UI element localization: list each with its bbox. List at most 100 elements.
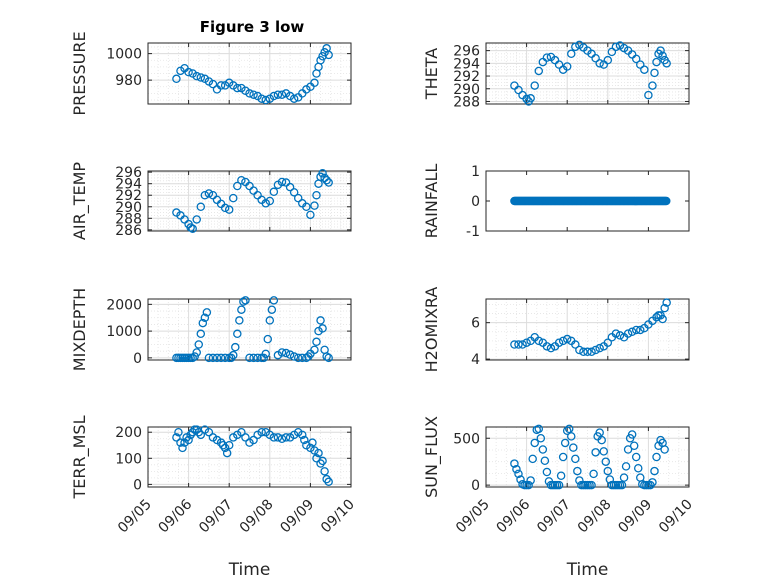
axes-box — [485, 426, 690, 488]
data-point — [619, 473, 629, 482]
data-point — [202, 308, 212, 317]
y-tick-label: 1 — [471, 164, 480, 180]
data-point — [522, 338, 531, 347]
data-point — [222, 448, 232, 458]
data-point — [603, 466, 613, 476]
data-point — [542, 467, 552, 477]
data-point — [514, 340, 523, 349]
data-point — [660, 303, 669, 313]
data-point — [186, 430, 195, 440]
axes-box — [147, 426, 352, 488]
data-point — [644, 90, 653, 100]
data-point — [194, 340, 203, 349]
data-point — [231, 342, 240, 352]
data-point — [611, 42, 621, 52]
data-point — [516, 475, 525, 484]
data-point — [623, 445, 633, 454]
y-tick-label: 286 — [115, 223, 142, 239]
data-point — [320, 467, 329, 476]
data-point — [662, 196, 671, 206]
data-point — [192, 71, 201, 81]
data-point — [631, 54, 641, 64]
data-point — [302, 202, 311, 212]
y-tick-label: 1000 — [106, 324, 142, 340]
data-point — [218, 441, 228, 450]
data-point — [599, 447, 608, 456]
data-point — [318, 456, 327, 466]
y-tick-label: 294 — [115, 177, 142, 193]
data-point — [316, 316, 325, 325]
data-point — [542, 342, 552, 351]
data-point — [233, 329, 242, 339]
data-point — [259, 353, 268, 363]
data-point — [658, 51, 667, 60]
data-point — [526, 476, 535, 485]
data-point — [316, 55, 325, 65]
data-point — [536, 433, 546, 443]
data-point — [583, 347, 592, 357]
data-point — [184, 67, 193, 77]
data-point — [558, 336, 568, 346]
data-point — [314, 448, 323, 458]
data-point — [241, 433, 250, 442]
data-point — [289, 94, 299, 103]
data-point — [293, 193, 303, 203]
data-point — [220, 353, 230, 363]
data-point — [573, 466, 582, 476]
data-point — [224, 441, 234, 450]
data-point — [631, 325, 641, 335]
data-point — [261, 95, 270, 105]
data-point — [514, 469, 523, 479]
data-point — [204, 427, 214, 437]
data-point — [652, 57, 661, 67]
data-point — [589, 469, 598, 479]
y-tick-label: 290 — [115, 200, 142, 216]
data-point — [627, 430, 637, 439]
axes-box — [147, 170, 352, 232]
data-point — [595, 59, 604, 68]
data-point — [245, 353, 254, 363]
y-tick-label: 0 — [471, 194, 480, 210]
data-point — [528, 454, 537, 464]
axes-box — [485, 42, 690, 105]
data-point — [322, 175, 331, 185]
data-point — [269, 296, 279, 305]
data-point — [629, 441, 639, 450]
data-point — [564, 424, 574, 434]
y-tick-label: 288 — [453, 94, 480, 110]
data-point — [267, 305, 277, 314]
data-point — [273, 433, 283, 442]
data-point — [289, 188, 299, 197]
data-point — [224, 205, 234, 214]
data-point — [277, 177, 287, 187]
data-point — [245, 89, 254, 98]
y-tick-label: 2000 — [106, 297, 142, 313]
data-point — [662, 59, 671, 68]
data-point — [204, 353, 214, 363]
y-tick-label: 4 — [471, 352, 480, 368]
data-point — [530, 81, 539, 90]
subplot-rainfall: -1 0 1 RAINFALL — [422, 164, 690, 240]
data-point — [269, 433, 279, 442]
data-point — [241, 296, 250, 305]
data-point — [650, 68, 659, 78]
data-point — [237, 427, 246, 437]
data-point — [310, 78, 319, 88]
ylabel-pressure: PRESSURE — [70, 31, 89, 115]
data-point — [636, 325, 645, 335]
data-point — [192, 348, 201, 357]
data-point — [510, 340, 519, 349]
data-point — [567, 432, 576, 441]
data-point — [257, 94, 266, 103]
data-point — [648, 478, 657, 487]
data-point — [623, 329, 633, 338]
data-point — [603, 338, 613, 347]
data-point — [587, 480, 596, 490]
data-point — [196, 202, 206, 212]
axes-box — [485, 298, 690, 361]
data-point — [595, 428, 604, 437]
data-point — [603, 55, 613, 65]
data-point — [310, 345, 319, 355]
